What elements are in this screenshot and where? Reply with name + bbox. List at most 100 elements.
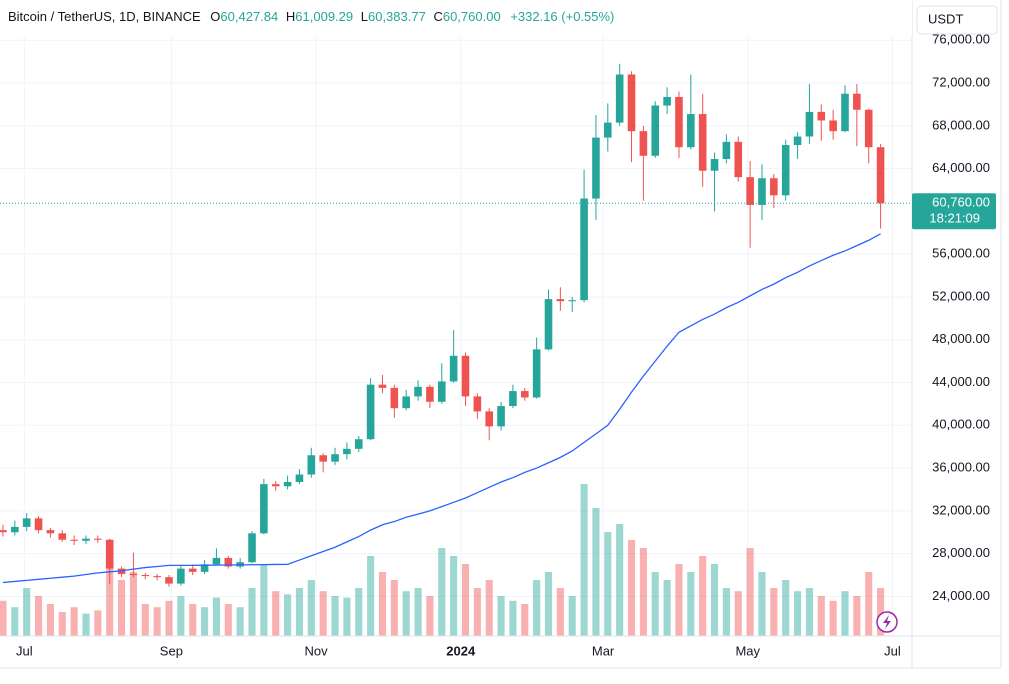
candle-body xyxy=(188,568,197,572)
volume-bar xyxy=(509,600,517,636)
volume-bar xyxy=(817,596,825,636)
last-price-tag xyxy=(912,193,996,230)
alert-icon-bolt xyxy=(883,615,891,629)
candle-body xyxy=(366,384,375,440)
candle-body xyxy=(260,484,268,534)
candle-body xyxy=(271,484,280,487)
candle-body xyxy=(200,564,209,572)
candle-body xyxy=(710,158,719,171)
candle-body xyxy=(46,530,55,534)
candle-body xyxy=(485,411,494,427)
candle-body xyxy=(520,391,529,398)
candle-body xyxy=(437,381,446,402)
candle-body xyxy=(592,137,600,199)
currency-label[interactable]: USDT xyxy=(928,11,963,26)
volume-bar xyxy=(438,548,446,636)
y-tick-label: 36,000.00 xyxy=(932,460,990,475)
volume-bar xyxy=(829,600,837,636)
candle-body xyxy=(864,109,873,148)
volume-bar xyxy=(521,604,529,636)
x-tick-label: Jul xyxy=(884,643,901,658)
candle-body xyxy=(746,177,754,205)
volume-bar xyxy=(865,572,873,636)
candle-body xyxy=(568,300,577,302)
volume-bar xyxy=(201,607,209,636)
volume-bar xyxy=(11,607,19,636)
last-price-label: 60,760.00 xyxy=(932,195,990,210)
volume-bar xyxy=(331,596,339,636)
ohlc-key: C xyxy=(433,9,442,24)
currency-button[interactable] xyxy=(916,5,998,35)
y-tick-label: 56,000.00 xyxy=(932,246,990,261)
volume-bar xyxy=(118,580,126,636)
candle-body xyxy=(651,105,660,156)
ohlc-value: 61,009.29 xyxy=(295,9,353,24)
volume-bar xyxy=(746,548,754,636)
candle-body xyxy=(129,573,138,576)
volume-bar xyxy=(319,591,327,636)
y-tick-label: 44,000.00 xyxy=(932,374,990,389)
volume-bar xyxy=(805,588,813,636)
y-tick-label: 72,000.00 xyxy=(932,74,990,89)
y-tick-label: 76,000.00 xyxy=(932,32,990,47)
volume-bar xyxy=(627,540,636,636)
volume-bar xyxy=(497,596,505,636)
y-tick-label: 48,000.00 xyxy=(932,331,990,346)
candle-body xyxy=(461,355,470,397)
volume-bar xyxy=(651,572,659,636)
volume-bar xyxy=(675,564,683,636)
volume-bar xyxy=(426,596,434,636)
volume-bar xyxy=(414,588,422,636)
y-tick-label: 68,000.00 xyxy=(932,117,990,132)
candle-body xyxy=(0,530,7,533)
volume-bar xyxy=(402,591,410,636)
candle-body xyxy=(817,111,826,121)
volume-bar xyxy=(295,588,304,636)
candle-body xyxy=(224,557,233,567)
volume-bar xyxy=(568,596,576,636)
bar-countdown: 18:21:09 xyxy=(929,211,980,226)
candle-body xyxy=(414,386,422,397)
candle-body xyxy=(402,396,410,409)
candle-body xyxy=(319,455,327,462)
x-tick-label: May xyxy=(735,643,760,658)
candle-body xyxy=(331,454,339,462)
x-tick-label: Mar xyxy=(592,643,615,658)
moving-average-line xyxy=(2,233,881,584)
volume-bar xyxy=(141,604,149,636)
candle-body xyxy=(544,299,553,350)
candle-body xyxy=(698,114,707,171)
candle-body xyxy=(770,178,778,196)
volume-bar xyxy=(248,588,256,636)
volume-bar xyxy=(177,596,185,636)
legend-backdrop xyxy=(0,0,912,36)
volume-bar xyxy=(94,610,102,636)
symbol-title: Bitcoin / TetherUS, 1D, BINANCE xyxy=(8,9,201,24)
candle-body xyxy=(604,122,612,138)
volume-bar xyxy=(355,588,363,636)
candle-body xyxy=(627,74,636,132)
volume-bar xyxy=(260,564,268,636)
candle-body xyxy=(212,557,221,565)
candle-body xyxy=(497,406,505,427)
volume-bar xyxy=(485,580,493,636)
volume-bar xyxy=(722,588,730,636)
candle-body xyxy=(876,147,885,204)
volume-bar xyxy=(165,600,173,636)
candle-body xyxy=(354,439,363,449)
volume-bar xyxy=(734,591,742,636)
symbol-legend: Bitcoin / TetherUS, 1D, BINANCE O60,427.… xyxy=(8,9,614,24)
candle-body xyxy=(473,396,482,412)
volume-bar xyxy=(782,580,790,636)
x-tick-label: Jul xyxy=(16,643,33,658)
ohlc-value: 60,427.84 xyxy=(220,9,278,24)
candle-body xyxy=(22,518,31,527)
change-value: +332.16 (+0.55%) xyxy=(510,9,614,24)
candle-body xyxy=(675,96,683,148)
volume-bar xyxy=(687,572,695,636)
candle-body xyxy=(853,93,861,110)
ohlc-value: 60,760.00 xyxy=(443,9,501,24)
candle-body xyxy=(11,526,19,533)
candle-body xyxy=(426,386,434,402)
